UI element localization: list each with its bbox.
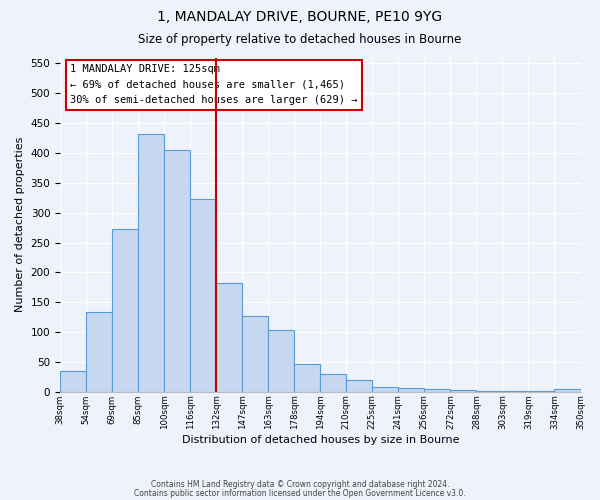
Bar [112, 230, 138, 392]
Bar [268, 330, 294, 392]
Bar [346, 380, 373, 392]
Bar [60, 371, 86, 392]
Bar [190, 199, 216, 392]
Bar [476, 390, 502, 392]
Bar [529, 391, 554, 392]
Bar [164, 150, 190, 392]
Text: 1 MANDALAY DRIVE: 125sqm
← 69% of detached houses are smaller (1,465)
30% of sem: 1 MANDALAY DRIVE: 125sqm ← 69% of detach… [70, 64, 358, 106]
Bar [424, 389, 451, 392]
Bar [294, 364, 320, 392]
Text: Contains HM Land Registry data © Crown copyright and database right 2024.: Contains HM Land Registry data © Crown c… [151, 480, 449, 489]
Text: Size of property relative to detached houses in Bourne: Size of property relative to detached ho… [139, 32, 461, 46]
Bar [86, 312, 112, 392]
Bar [554, 390, 581, 392]
Y-axis label: Number of detached properties: Number of detached properties [15, 137, 25, 312]
Bar [242, 316, 268, 392]
Bar [373, 387, 398, 392]
X-axis label: Distribution of detached houses by size in Bourne: Distribution of detached houses by size … [182, 435, 459, 445]
Text: 1, MANDALAY DRIVE, BOURNE, PE10 9YG: 1, MANDALAY DRIVE, BOURNE, PE10 9YG [157, 10, 443, 24]
Bar [138, 134, 164, 392]
Text: Contains public sector information licensed under the Open Government Licence v3: Contains public sector information licen… [134, 489, 466, 498]
Bar [320, 374, 346, 392]
Bar [216, 282, 242, 392]
Bar [502, 391, 529, 392]
Bar [451, 390, 476, 392]
Bar [398, 388, 424, 392]
